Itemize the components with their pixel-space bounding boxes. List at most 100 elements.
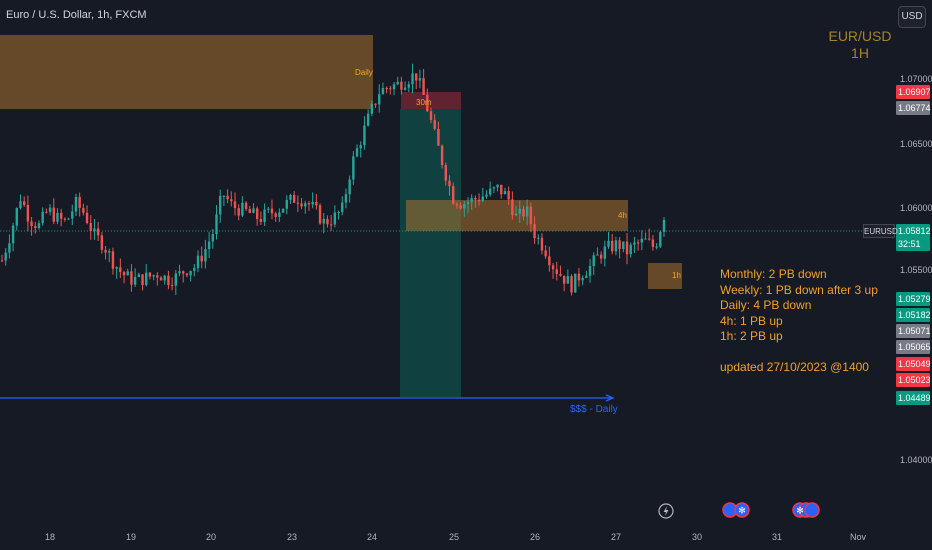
candle-body <box>307 203 311 205</box>
price-tag: 1.05049 <box>896 357 931 371</box>
candle-body <box>304 203 307 207</box>
candle-body <box>507 191 510 200</box>
candle-body <box>396 81 399 85</box>
candle-body <box>167 275 170 286</box>
candle-body <box>71 211 74 219</box>
candle-body <box>59 212 63 219</box>
candle-body <box>315 201 318 206</box>
candle-body <box>596 254 599 256</box>
date-tick: 20 <box>205 532 217 542</box>
candles <box>0 63 666 296</box>
m30-zone <box>401 92 461 109</box>
candle-body <box>281 208 285 213</box>
date-tick: 18 <box>44 532 56 542</box>
candle-body <box>514 213 518 216</box>
candle-body <box>100 235 104 250</box>
candle-body <box>133 276 137 285</box>
candle-body <box>629 244 632 255</box>
svg-text:✻: ✻ <box>738 507 746 517</box>
date-tick: 25 <box>448 532 460 542</box>
price-tick: 1.04000 <box>900 455 932 465</box>
candle-body <box>415 73 418 81</box>
candle-body <box>651 239 655 247</box>
price-tag-high: 1.06907 <box>896 85 931 99</box>
candle-body <box>82 208 85 213</box>
candle-body <box>581 277 584 281</box>
candle-body <box>148 272 152 277</box>
watermark-symbol: EUR/USD <box>828 28 892 44</box>
candle-body <box>540 237 544 251</box>
price-tick: 1.06500 <box>900 139 932 149</box>
candle-body <box>26 205 30 222</box>
candle-body <box>115 267 118 269</box>
candle-body <box>15 208 18 226</box>
candle-body <box>193 267 196 271</box>
candle-body <box>585 275 588 278</box>
candle-body <box>111 251 115 269</box>
candle-body <box>170 285 174 287</box>
candle-body <box>492 187 496 189</box>
candle-body <box>219 196 222 215</box>
candle-body <box>30 221 33 227</box>
price-tag-liquidity: 1.04489 <box>896 391 931 405</box>
price-tag: 1.05023 <box>896 373 931 387</box>
candle-body <box>255 208 259 220</box>
candle-body <box>333 212 337 225</box>
candle-body <box>52 207 55 222</box>
candle-body <box>525 206 529 217</box>
candle-body <box>204 249 207 262</box>
candle-body <box>78 196 81 209</box>
candle-body <box>389 88 392 90</box>
date-tick: 24 <box>366 532 378 542</box>
candle-body <box>566 276 570 284</box>
candle-body <box>241 202 244 216</box>
h1-zone-label: 1h <box>672 271 681 280</box>
symbol-title[interactable]: Euro / U.S. Dollar, 1h, FXCM <box>6 9 147 21</box>
candle-body <box>45 211 48 213</box>
candle-body <box>141 274 144 286</box>
price-tag: 1.05071 <box>896 324 931 338</box>
candle-body <box>548 256 551 266</box>
candle-body <box>459 205 462 209</box>
candle-body <box>577 273 581 281</box>
candle-body <box>518 208 521 214</box>
candle-body <box>11 225 15 244</box>
candle-body <box>537 237 540 239</box>
candle-body <box>259 219 263 222</box>
candle-body <box>215 214 218 235</box>
candle-body <box>611 240 614 252</box>
candle-body <box>292 194 296 203</box>
price-tick: 1.07000 <box>900 74 932 84</box>
candle-body <box>222 195 226 197</box>
economic-event-icon[interactable]: ✻ <box>792 501 826 519</box>
candle-body <box>433 120 436 129</box>
candle-body <box>263 209 266 222</box>
candle-body <box>137 274 141 277</box>
candle-body <box>544 250 547 257</box>
candle-body <box>237 208 240 216</box>
currency-button[interactable]: USD <box>898 6 926 28</box>
candle-body <box>451 186 455 204</box>
candle-body <box>156 275 159 278</box>
candle-body <box>300 203 303 207</box>
candle-body <box>37 223 41 229</box>
liquidity-arrow <box>605 394 615 402</box>
candle-body <box>374 103 377 105</box>
candle-body <box>126 271 129 276</box>
candle-body <box>63 218 67 220</box>
candle-body <box>145 272 148 286</box>
candle-body <box>496 184 499 188</box>
date-tick: 26 <box>529 532 541 542</box>
candle-body <box>174 273 178 286</box>
candle-body <box>4 252 7 261</box>
economic-event-icon[interactable]: ✻ <box>722 501 752 519</box>
candle-body <box>248 209 251 213</box>
note-monthly: Monthly: 2 PB down <box>720 267 827 281</box>
candle-body <box>411 73 414 85</box>
candle-body <box>488 188 492 195</box>
lightning-icon[interactable] <box>658 502 674 520</box>
date-tick: 31 <box>771 532 783 542</box>
candle-body <box>159 277 163 281</box>
candle-body <box>359 145 362 149</box>
